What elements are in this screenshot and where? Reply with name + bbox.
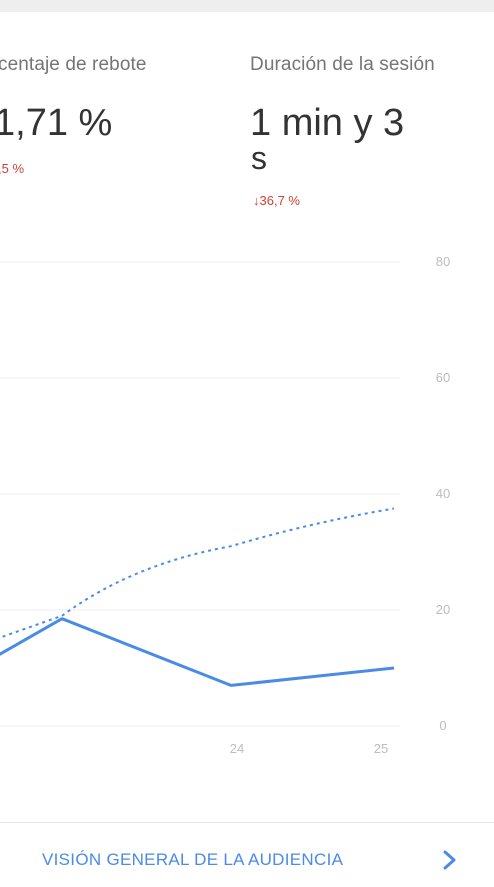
down-arrow-icon: ↓ [253, 193, 260, 208]
y-tick-label: 80 [436, 254, 450, 269]
session-duration-label: Duración de la sesión [250, 54, 435, 75]
audience-overview-label: VISIÓN GENERAL DE LA AUDIENCIA [42, 850, 344, 869]
line-chart-svg: 0 20 40 60 80 24 25 [0, 254, 450, 756]
y-tick-label: 40 [436, 486, 450, 501]
series-line-solid [0, 617, 395, 687]
y-tick-label: 20 [436, 602, 450, 617]
session-duration-value-line2: s [251, 140, 267, 176]
footer-divider [0, 822, 494, 823]
session-duration-change-value: 36,7 % [259, 193, 300, 208]
x-tick-label: 25 [374, 741, 388, 756]
series-line-dashed [0, 507, 395, 639]
bounce-rate-value: 1,71 % [0, 102, 113, 144]
session-duration-value-line1: 1 min y 3 [250, 102, 405, 144]
chevron-right-icon [443, 850, 456, 870]
top-strip [0, 0, 494, 12]
audience-overview-link[interactable]: VISIÓN GENERAL DE LA AUDIENCIA [0, 833, 494, 885]
x-tick-label: 24 [230, 741, 244, 756]
bounce-rate-change: ,5 % [0, 161, 25, 176]
bounce-rate-label: centaje de rebote [0, 54, 147, 75]
session-duration-change: ↓36,7 % [253, 193, 300, 208]
line-chart: 0 20 40 60 80 24 25 [0, 240, 494, 780]
metrics-card [0, 12, 494, 887]
y-tick-label: 60 [436, 370, 450, 385]
y-tick-label: 0 [439, 718, 446, 733]
